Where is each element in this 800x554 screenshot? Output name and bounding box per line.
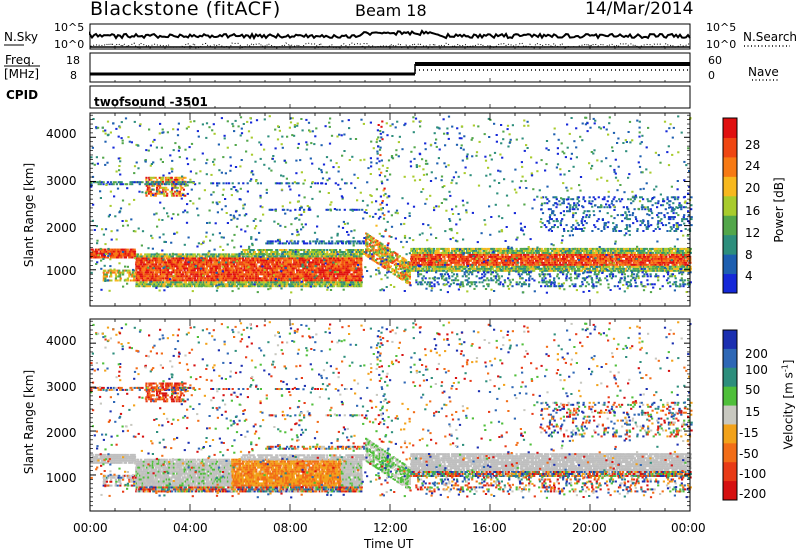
power-cbar-swatch-5 <box>723 176 737 197</box>
tick-marks <box>89 45 691 511</box>
scatter-data-layer <box>90 115 693 499</box>
power-cbar-swatch-2 <box>723 234 737 255</box>
vel-cbar-title-end: ] <box>781 359 796 365</box>
vel-cbar-m15: -15 <box>739 426 759 440</box>
vel-cbar-title-exp: -1 <box>780 364 790 373</box>
power-ytick-4000: 4000 <box>46 127 77 141</box>
xtick-1600: 16:00 <box>472 521 507 535</box>
power-cbar-frame <box>722 117 738 294</box>
power-cbar-24: 24 <box>745 159 761 173</box>
vel-y-axis-label: Slant Range [km] <box>22 369 36 475</box>
xtick-0800: 08:00 <box>273 521 308 535</box>
power-cbar-swatch-0 <box>723 273 737 294</box>
vel-cbar-title-unit: [m s <box>781 372 796 399</box>
power-cbar-16: 16 <box>745 204 761 218</box>
freq-tick-top: 18 <box>66 54 80 67</box>
x-axis-label: Time UT <box>364 537 414 551</box>
nsky-tick-top: 10^5 <box>54 21 85 34</box>
power-cbar-4: 4 <box>745 269 753 283</box>
vel-ytick-1000: 1000 <box>46 471 77 485</box>
vel-cbar-swatch-2 <box>723 367 737 388</box>
vel-cbar-m50: -50 <box>739 447 759 461</box>
beam-title: Beam 18 <box>355 1 427 20</box>
power-cbar-swatch-3 <box>723 215 737 236</box>
freq-label: Freq. <box>5 53 35 67</box>
vel-cbar-swatch-6 <box>723 443 737 463</box>
xtick-2400: 00:00 <box>671 521 706 535</box>
vel-ytick-3000: 3000 <box>46 380 77 394</box>
vel-cbar-swatch-3 <box>723 386 737 407</box>
power-cbar-swatch-1 <box>723 254 737 275</box>
xtick-1200: 12:00 <box>373 521 408 535</box>
vel-cbar-frame <box>722 329 738 501</box>
xtick-0000: 00:00 <box>73 521 108 535</box>
vel-cbar-15: 15 <box>745 405 761 419</box>
vel-cbar-swatch-8 <box>723 481 737 501</box>
nsky-tick-bottom: 10^0 <box>54 38 85 51</box>
xtick-0400: 04:00 <box>173 521 208 535</box>
nsearch-tick-bottom: 10^0 <box>706 38 737 51</box>
power-cbar-swatch-7 <box>723 137 737 158</box>
power-cbar-28: 28 <box>745 138 761 152</box>
vel-cbar-swatch-7 <box>723 462 737 482</box>
power-cbar-swatch-8 <box>723 118 737 138</box>
vel-cbar-100: 100 <box>745 363 768 377</box>
power-cbar-12: 12 <box>745 226 761 240</box>
power-cbar-swatch-6 <box>723 156 737 177</box>
nave-tick-bottom: 0 <box>708 69 715 82</box>
vel-ytick-4000: 4000 <box>46 334 77 348</box>
vel-cbar-200: 200 <box>745 347 768 361</box>
freq-tick-bottom: 8 <box>70 69 77 82</box>
power-ytick-2000: 2000 <box>46 221 77 235</box>
vel-cbar-title-word: Velocity <box>781 402 796 450</box>
freq-frame <box>89 52 691 83</box>
power-cbar-8: 8 <box>745 248 753 262</box>
power-ytick-3000: 3000 <box>46 174 77 188</box>
nave-tick-top: 60 <box>708 54 722 67</box>
vel-ytick-2000: 2000 <box>46 426 77 440</box>
date-title: 14/Mar/2014 <box>585 0 694 19</box>
nsky-trace <box>89 29 691 41</box>
power-cbar-title: Power [dB] <box>772 177 786 243</box>
power-ytick-1000: 1000 <box>46 264 77 278</box>
vel-cbar-m200: -200 <box>739 487 767 501</box>
colorbars <box>722 117 738 501</box>
vel-cbar-title: Velocity [m s-1] <box>780 350 796 460</box>
power-y-axis-label: Slant Range [km] <box>22 162 36 268</box>
power-cbar-20: 20 <box>745 181 761 195</box>
vel-cbar-swatch-0 <box>723 330 737 350</box>
nsearch-tick-top: 10^5 <box>706 21 737 34</box>
vel-cbar-50: 50 <box>745 383 761 397</box>
nsearch-label: N.Search <box>743 30 798 44</box>
vel-cbar-swatch-5 <box>723 424 737 444</box>
station-title: Blackstone (fitACF) <box>90 0 281 20</box>
power-cbar-swatch-4 <box>723 195 737 216</box>
cpid-value: twofsound -3501 <box>94 95 208 109</box>
xtick-2000: 20:00 <box>572 521 607 535</box>
cpid-label: CPID <box>6 88 39 102</box>
vel-cbar-swatch-4 <box>723 405 737 425</box>
vel-cbar-m100: -100 <box>739 467 767 481</box>
nave-label: Nave <box>748 65 779 79</box>
vel-cbar-swatch-1 <box>723 348 737 369</box>
freq-unit-label: [MHz] <box>4 67 40 81</box>
nsky-label: N.Sky <box>4 30 39 44</box>
